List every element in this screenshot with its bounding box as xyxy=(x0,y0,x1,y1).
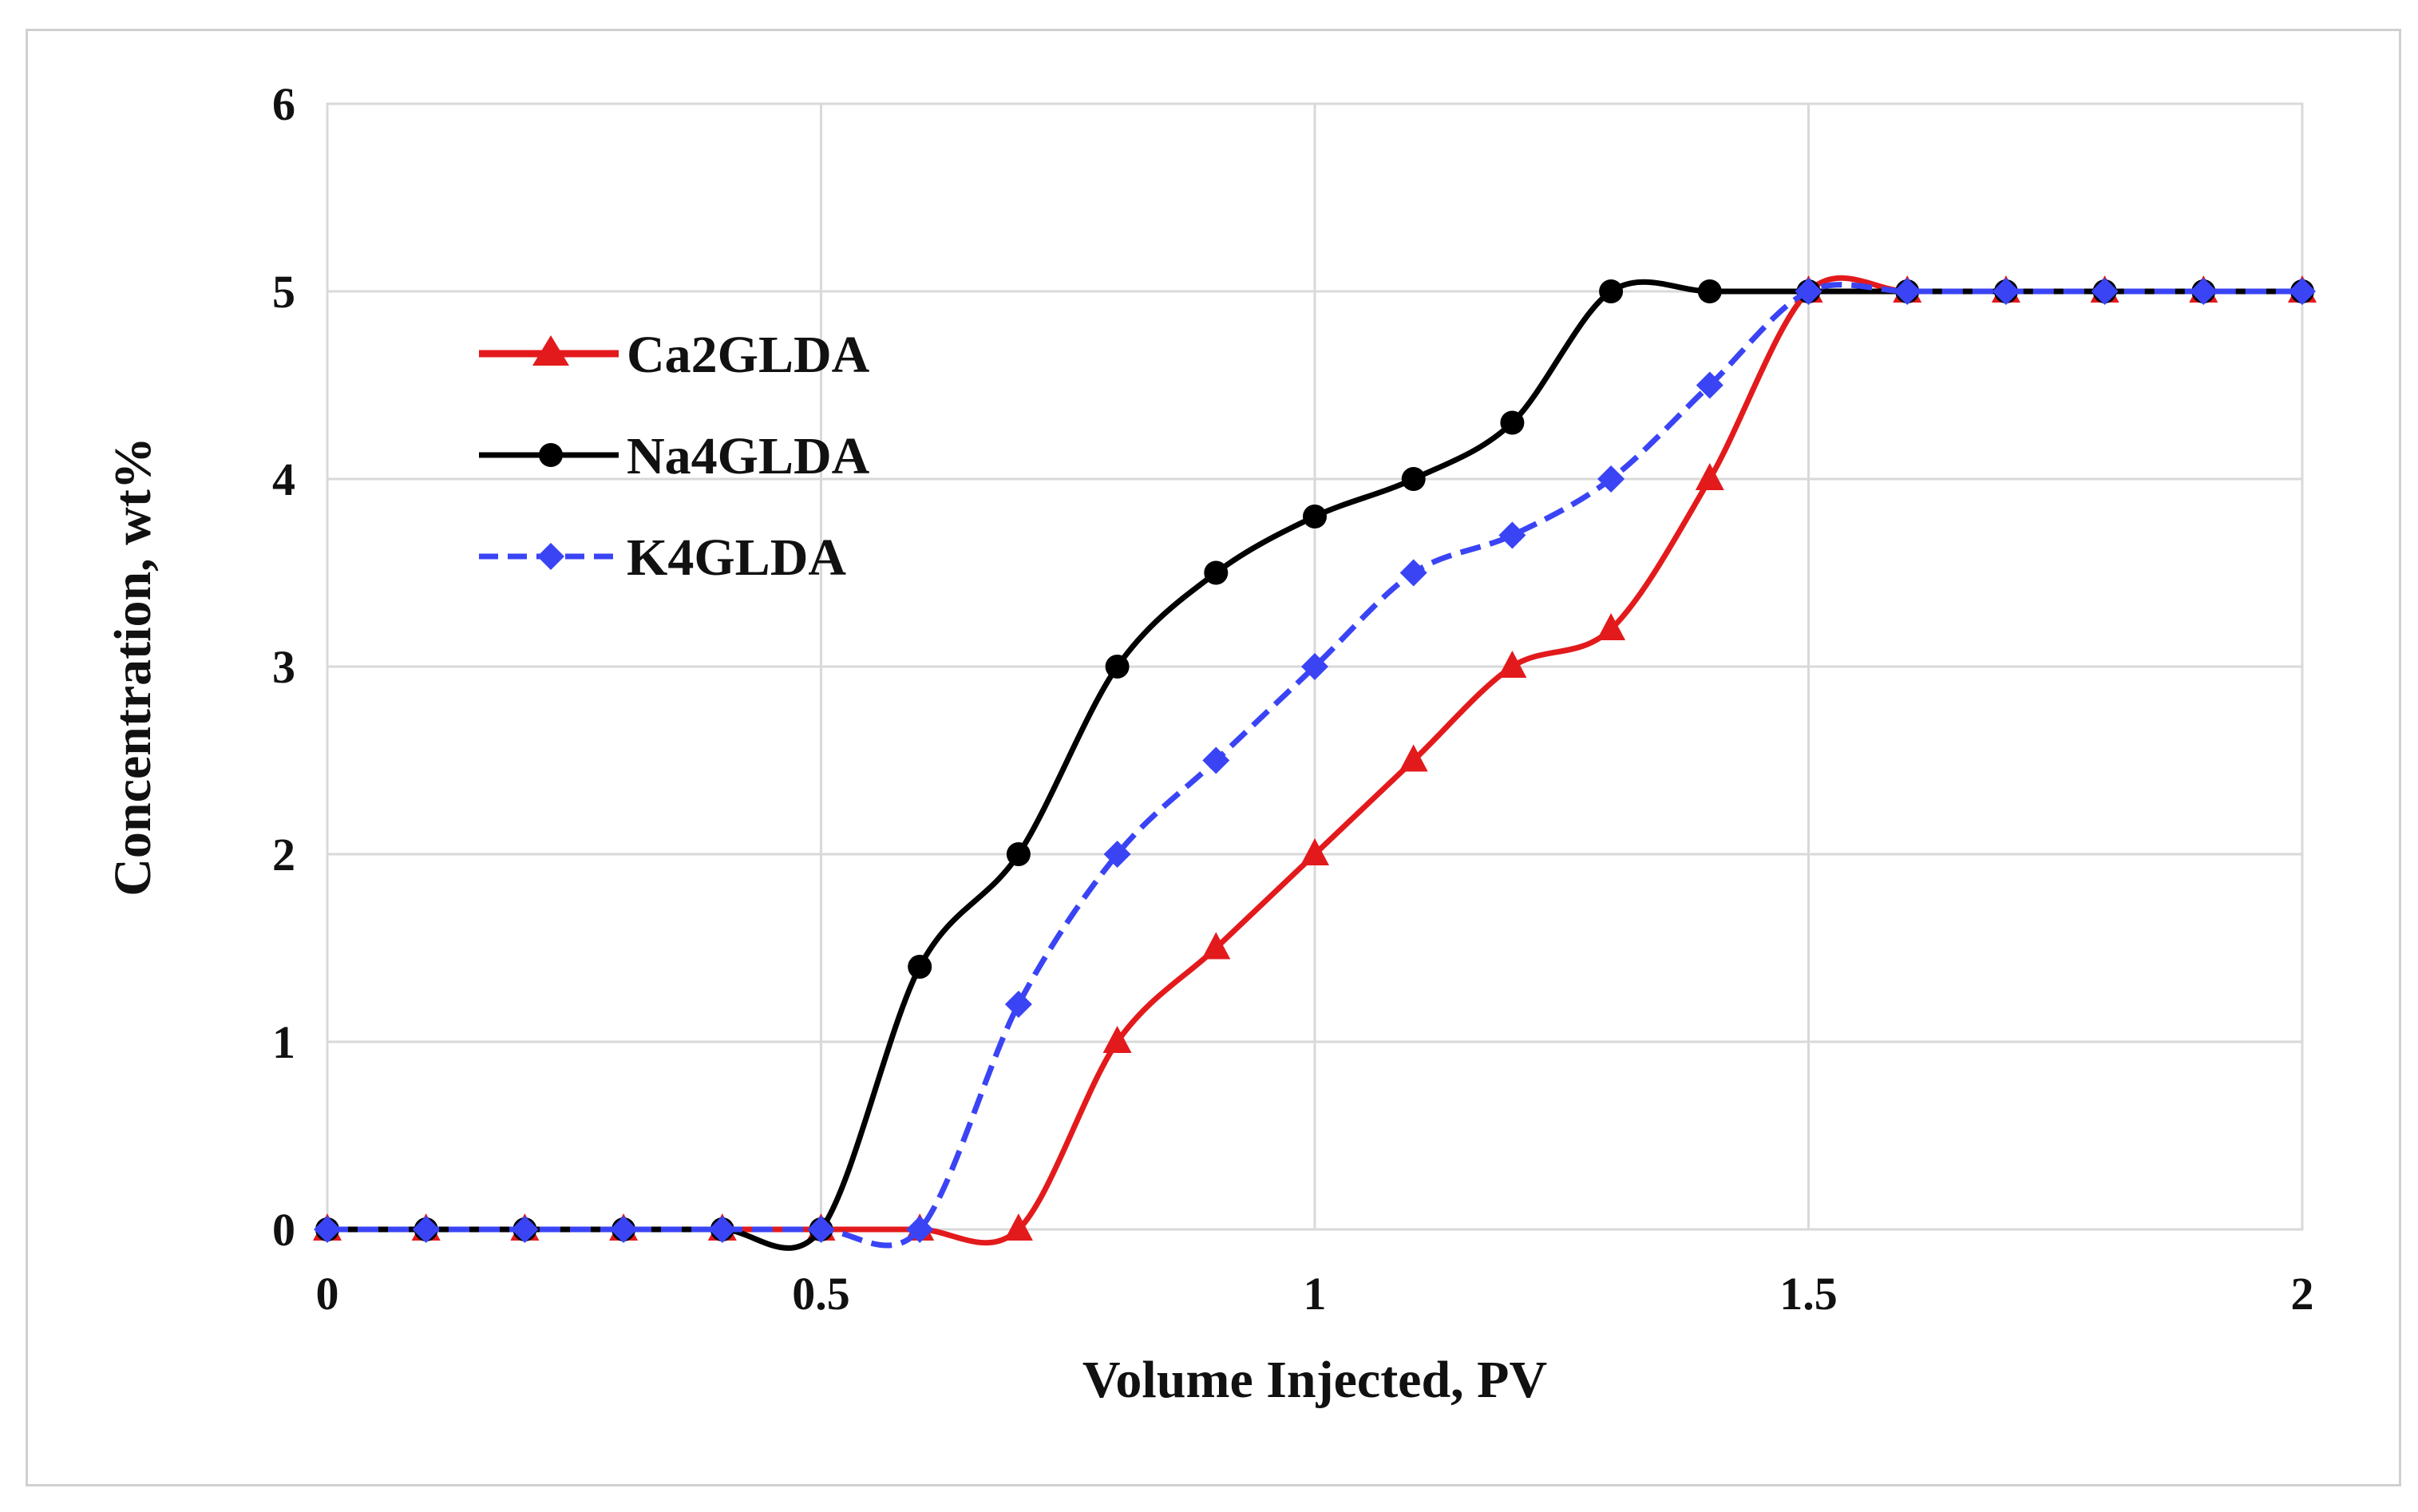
data-point-k4glda xyxy=(2289,278,2316,305)
y-tick-label: 0 xyxy=(272,1204,295,1256)
data-point-ca2glda xyxy=(1003,1213,1033,1241)
y-tick-label: 2 xyxy=(272,829,295,881)
data-point-na4glda xyxy=(1006,842,1031,866)
data-point-na4glda xyxy=(1697,279,1722,303)
data-point-ca2glda xyxy=(1597,613,1626,640)
data-point-k4glda xyxy=(708,1216,736,1243)
data-point-k4glda xyxy=(2091,278,2119,305)
legend-marker-k4glda xyxy=(537,543,564,570)
y-tick-label: 5 xyxy=(272,266,295,318)
data-point-na4glda xyxy=(1401,467,1426,491)
data-point-na4glda xyxy=(1303,505,1327,528)
data-point-k4glda xyxy=(1399,559,1427,587)
data-point-ca2glda xyxy=(1399,744,1428,772)
data-point-ca2glda xyxy=(1201,932,1231,960)
data-point-k4glda xyxy=(807,1216,835,1243)
data-point-na4glda xyxy=(1105,655,1130,679)
data-point-k4glda xyxy=(1498,521,1526,549)
x-axis-title: Volume Injected, PV xyxy=(1082,1351,1547,1409)
data-point-k4glda xyxy=(1597,465,1625,493)
legend-label-k4glda: K4GLDA xyxy=(627,528,846,587)
y-tick-label: 4 xyxy=(272,453,295,505)
data-point-k4glda xyxy=(1202,746,1230,774)
y-tick-label: 1 xyxy=(272,1016,295,1068)
data-point-k4glda xyxy=(1004,991,1032,1018)
legend-item-na4glda: Na4GLDA xyxy=(479,427,870,485)
legend-item-ca2glda: Ca2GLDA xyxy=(479,326,870,384)
data-point-k4glda xyxy=(1992,278,2020,305)
x-tick-label: 0 xyxy=(316,1268,339,1320)
data-point-k4glda xyxy=(1301,653,1328,680)
data-point-k4glda xyxy=(2190,278,2218,305)
legend-marker-na4glda xyxy=(539,443,563,467)
plot-area xyxy=(326,102,2304,1231)
data-point-ca2glda xyxy=(1498,651,1527,678)
data-point-k4glda xyxy=(314,1216,341,1243)
y-tick-label: 6 xyxy=(272,78,295,130)
legend: Ca2GLDA Na4GLDA K4GLDA xyxy=(479,326,870,587)
data-point-k4glda xyxy=(1795,278,1822,305)
data-point-ca2glda xyxy=(1300,838,1329,865)
legend-label-ca2glda: Ca2GLDA xyxy=(627,326,870,384)
x-tick-label: 1.5 xyxy=(1779,1268,1838,1320)
x-tick-label: 2 xyxy=(2291,1268,2314,1320)
data-point-k4glda xyxy=(610,1216,638,1243)
legend-label-na4glda: Na4GLDA xyxy=(627,427,870,485)
legend-item-k4glda: K4GLDA xyxy=(479,528,846,587)
x-tick-label: 0.5 xyxy=(792,1268,850,1320)
x-tick-label: 1 xyxy=(1304,1268,1327,1320)
data-point-na4glda xyxy=(1500,410,1525,435)
data-point-k4glda xyxy=(511,1216,539,1243)
data-point-na4glda xyxy=(1599,279,1624,303)
data-point-k4glda xyxy=(412,1216,440,1243)
series-k4glda xyxy=(314,278,2316,1249)
legend-marker-ca2glda xyxy=(532,335,569,366)
y-tick-label: 3 xyxy=(272,641,295,693)
data-point-na4glda xyxy=(908,955,932,979)
data-point-ca2glda xyxy=(1695,463,1724,490)
data-point-ca2glda xyxy=(1102,1026,1132,1053)
data-point-k4glda xyxy=(1894,278,1921,305)
tick-labels: 0 1 2 3 4 5 6 0 0.5 1 1.5 2 xyxy=(272,78,2314,1320)
y-axis-title: Concentration, wt% xyxy=(104,437,162,897)
data-point-na4glda xyxy=(1204,560,1229,585)
series-line-k4glda xyxy=(327,282,2302,1249)
data-point-k4glda xyxy=(906,1216,934,1243)
series-layer xyxy=(313,275,2317,1251)
data-point-k4glda xyxy=(1103,841,1131,868)
data-point-k4glda xyxy=(1696,371,1723,399)
